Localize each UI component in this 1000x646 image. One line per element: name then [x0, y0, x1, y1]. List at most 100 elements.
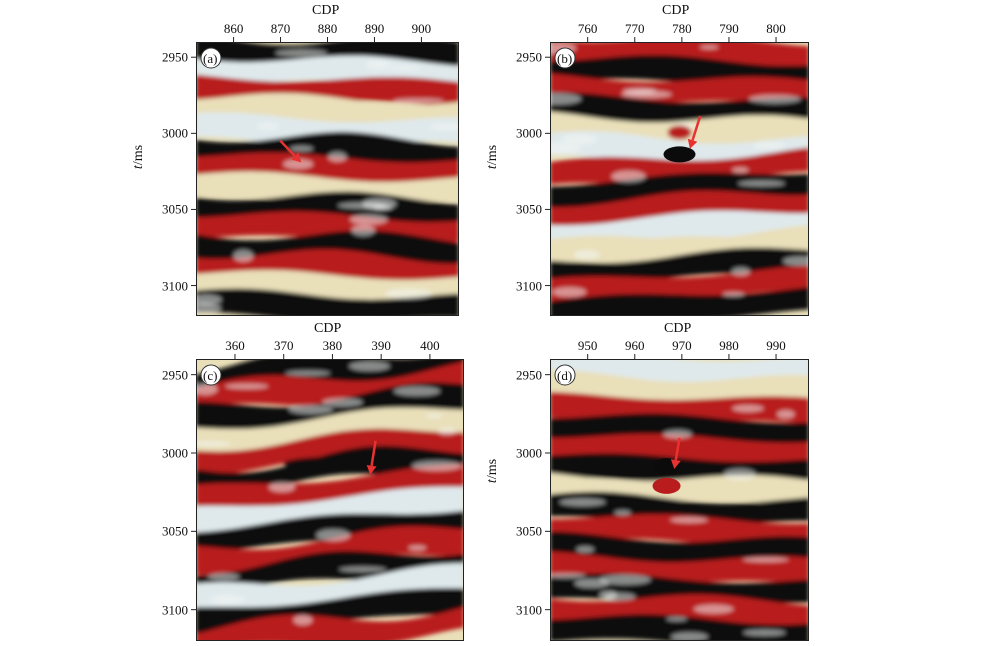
panel-label-circle [554, 364, 576, 386]
panel-a: (a) 860 870 880 890 900 2950 3000 3050 3100 [162, 22, 459, 316]
y-tick-label: 2950 [162, 367, 188, 383]
noise-patch [388, 66, 421, 71]
y-axis-title-d: t/ms [485, 458, 500, 484]
seismic-band [196, 563, 464, 612]
x-axis-title-c: CDP [314, 321, 342, 336]
noise-patch [293, 615, 313, 626]
panel-d: (d) 950 960 970 980 990 2950 3000 3050 3100 [516, 339, 809, 641]
seismic-band [196, 112, 459, 145]
y-tick-label: 3100 [162, 602, 188, 618]
seismic-section-d [545, 354, 809, 641]
annotation-arrowhead [366, 464, 377, 475]
noise-patch [743, 629, 786, 636]
panel-label-a: (a) [203, 51, 218, 66]
noise-patch [328, 151, 347, 162]
noise-patch [316, 529, 351, 542]
noise-patch [552, 287, 587, 297]
noise-patch [233, 249, 254, 262]
x-tick-label: 390 [371, 338, 391, 353]
annotation-arrow [691, 115, 702, 141]
x-tick-label: 950 [577, 338, 598, 353]
noise-patch [561, 134, 597, 145]
noise-patch [285, 370, 331, 376]
seismic-band [550, 614, 809, 641]
noise-patch [599, 574, 651, 585]
x-tick-label: 980 [719, 338, 739, 353]
seismic-band [550, 42, 809, 69]
noise-patch [693, 604, 734, 614]
noise-patch [425, 413, 443, 419]
x-axis-title-b: CDP [662, 3, 690, 18]
bright-spot [663, 146, 696, 163]
y-tick-label: 3050 [162, 523, 188, 539]
y-tick-label: 3050 [162, 201, 188, 217]
noise-patch [288, 405, 334, 415]
y-axis-title-a: t/ms [131, 144, 146, 170]
seismic-band [196, 359, 464, 394]
panel-b: (b) 760 770 780 790 800 2950 3000 3050 3100 [516, 22, 809, 316]
plot-frame [550, 42, 809, 316]
x-axis-title-d: CDP [664, 321, 692, 336]
x-tick-label: 990 [766, 338, 786, 353]
noise-patch [782, 256, 809, 266]
noise-patch [289, 145, 314, 152]
noise-patch [550, 93, 582, 105]
annotation-arrowhead [687, 138, 698, 149]
noise-patch [196, 383, 218, 395]
noise-patch [622, 88, 657, 95]
panel-label-b: (b) [557, 51, 573, 66]
noise-patch [722, 291, 745, 297]
noise-patch [699, 45, 719, 50]
noise-patch [384, 288, 433, 299]
x-tick-label: 800 [766, 21, 786, 36]
seismic-band [550, 190, 809, 231]
x-tick-label: 760 [577, 21, 598, 36]
noise-patch [723, 468, 756, 481]
noise-patch [338, 566, 387, 573]
x-tick-label: 960 [625, 338, 645, 353]
noise-patch [411, 460, 462, 471]
noise-patch [599, 590, 617, 600]
plot-frame [550, 359, 809, 641]
seismic-band [550, 531, 809, 566]
annotation-arrow [674, 437, 681, 461]
x-tick-label: 780 [672, 21, 692, 36]
noise-patch [776, 410, 795, 419]
annotation-arrow [370, 440, 377, 466]
seismic-band [196, 550, 464, 599]
noise-patch [559, 498, 606, 507]
noise-patch [670, 517, 708, 524]
noise-patch [393, 386, 441, 396]
noise-patch [196, 294, 222, 306]
noise-patch [748, 94, 801, 104]
x-tick-label: 880 [317, 21, 338, 36]
seismic-band [196, 407, 464, 455]
noise-patch [225, 383, 269, 390]
seismic-section-a [191, 37, 459, 316]
bright-spot-cap [667, 125, 692, 140]
annotation-arrow [279, 139, 296, 157]
seismic-band [196, 486, 464, 533]
noise-patch [393, 98, 445, 104]
noise-patch [268, 482, 295, 493]
y-tick-label: 2950 [516, 367, 542, 383]
seismic-section-c [191, 354, 464, 641]
noise-patch [614, 510, 631, 516]
panel-label-circle [200, 364, 222, 386]
x-tick-label: 370 [273, 338, 294, 353]
noise-patch [573, 249, 600, 260]
seismic-band [196, 288, 459, 316]
y-tick-label: 3000 [516, 125, 542, 141]
noise-patch [550, 573, 586, 579]
plot-frame [196, 42, 459, 316]
y-tick-label: 3000 [162, 125, 188, 141]
noise-patch [210, 595, 245, 605]
y-tick-label: 3100 [162, 278, 188, 294]
noise-patch [732, 404, 764, 412]
noise-patch [283, 158, 314, 170]
x-tick-label: 790 [719, 21, 739, 36]
y-tick-label: 3000 [516, 445, 542, 461]
noise-patch [196, 440, 231, 447]
plot-frame [196, 359, 464, 641]
noise-patch [430, 123, 459, 131]
